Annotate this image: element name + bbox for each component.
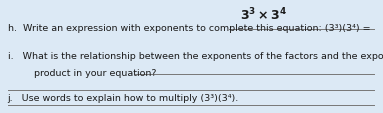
Text: j.   Use words to explain how to multiply (3³)(3⁴).: j. Use words to explain how to multiply … <box>8 93 239 102</box>
Text: $\mathbf{3^3 \times 3^4}$: $\mathbf{3^3 \times 3^4}$ <box>240 7 288 23</box>
Text: h.  Write an expression with exponents to complete this equation: (3³)(3⁴) =: h. Write an expression with exponents to… <box>8 24 370 33</box>
Text: product in your equation?: product in your equation? <box>34 69 156 78</box>
Text: i.   What is the relationship between the exponents of the factors and the expon: i. What is the relationship between the … <box>8 51 383 60</box>
